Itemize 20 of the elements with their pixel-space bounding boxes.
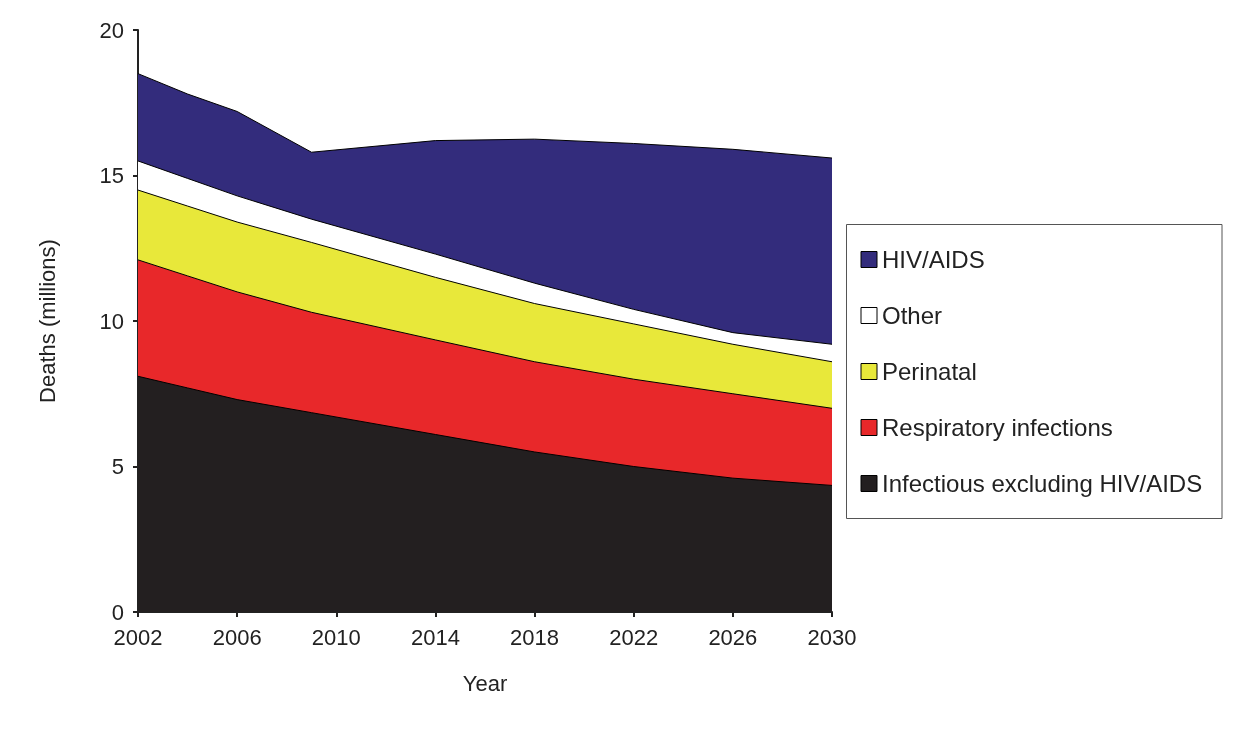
legend-label: Other: [882, 302, 943, 329]
x-tick-label: 2018: [510, 624, 560, 650]
legend-label: Perinatal: [882, 358, 977, 385]
x-axis-title: Year: [462, 670, 508, 696]
legend-label: HIV/AIDS: [882, 246, 985, 273]
legend-label: Respiratory infections: [882, 414, 1113, 441]
x-tick-label: 2026: [708, 624, 758, 650]
y-tick-label: 15: [99, 163, 124, 188]
y-tick-label: 20: [99, 17, 124, 43]
y-tick-label: 10: [99, 308, 124, 334]
y-tick-label: 5: [111, 454, 124, 479]
x-tick-label: 2014: [410, 624, 460, 650]
x-tick-label: 2010: [311, 624, 361, 650]
legend-label: Infectious excluding HIV/AIDS: [882, 470, 1203, 497]
x-tick-label: 2030: [807, 624, 857, 650]
y-tick-label: 0: [111, 599, 124, 625]
x-tick-label: 2006: [212, 624, 262, 650]
x-tick-label: 2022: [609, 624, 659, 650]
y-axis-title: Deaths (millions): [34, 239, 60, 403]
x-tick-label: 2002: [113, 624, 163, 650]
